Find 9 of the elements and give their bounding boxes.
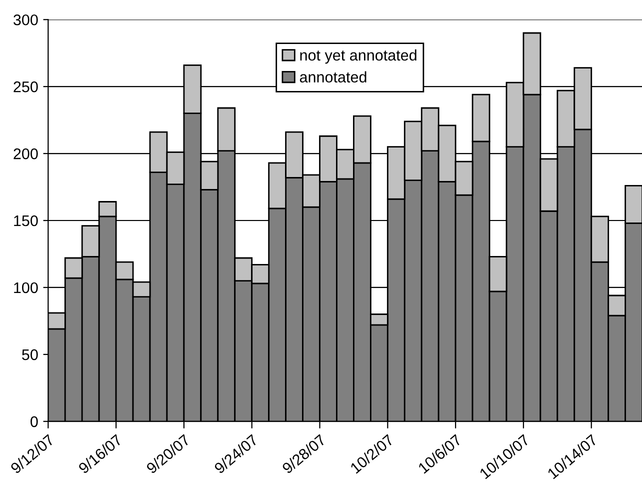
y-tick-label: 150 [14, 215, 38, 226]
y-tick-label: 300 [14, 14, 38, 26]
legend-label: not yet annotated [300, 49, 416, 64]
y-tick-label: 100 [14, 282, 38, 294]
y-tick-label: 200 [14, 148, 38, 160]
y-tick-label: 250 [14, 81, 38, 92]
legend-label: annotated [300, 71, 366, 83]
y-tick-label: 0 [30, 416, 38, 428]
y-tick-label: 50 [22, 349, 38, 360]
